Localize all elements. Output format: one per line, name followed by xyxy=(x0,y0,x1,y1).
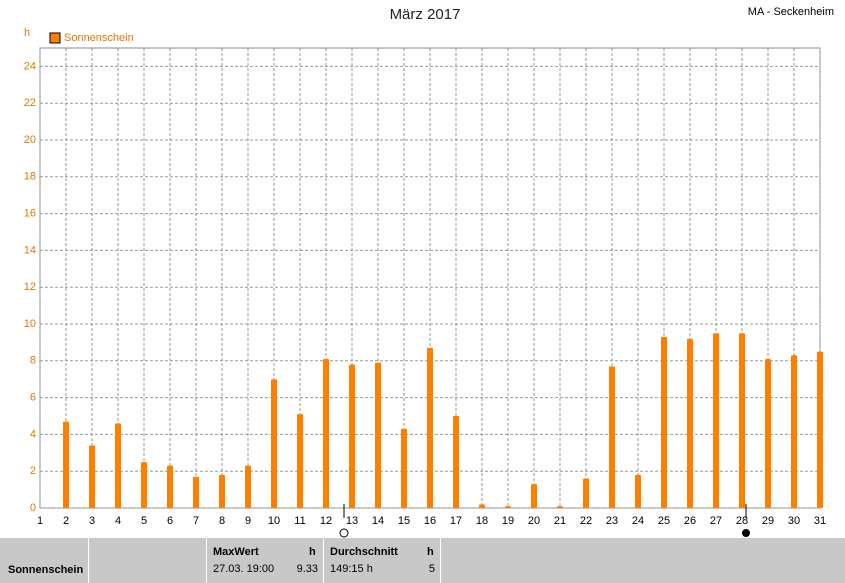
x-tick-label: 26 xyxy=(684,515,696,527)
x-tick-label: 29 xyxy=(762,515,774,527)
avg-value: 5 xyxy=(428,563,435,575)
x-tick-label: 24 xyxy=(632,515,644,527)
row-label: Sonnenschein xyxy=(8,564,84,576)
avg-total: 149:15 h xyxy=(330,563,373,575)
moon-full xyxy=(742,529,750,537)
y-tick-label: 0 xyxy=(30,502,36,514)
bar xyxy=(817,351,823,508)
bar xyxy=(141,462,147,508)
col-title: MaxWert xyxy=(213,546,259,558)
bar xyxy=(557,506,563,508)
bar xyxy=(687,338,693,508)
col-unit: h xyxy=(309,546,316,558)
cell xyxy=(206,538,324,583)
x-tick-label: 21 xyxy=(554,515,566,527)
legend-label: Sonnenschein xyxy=(64,32,134,44)
summary-table: Sonnenschein MaxWert h 27.03. 19:00 9.33… xyxy=(0,538,845,583)
x-tick-label: 10 xyxy=(268,515,280,527)
x-tick-label: 23 xyxy=(606,515,618,527)
x-tick-label: 6 xyxy=(167,515,173,527)
bar xyxy=(739,333,745,508)
bar xyxy=(765,358,771,508)
cell xyxy=(88,538,207,583)
x-tick-label: 16 xyxy=(424,515,436,527)
x-tick-label: 7 xyxy=(193,515,199,527)
y-tick-label: 2 xyxy=(30,465,36,477)
x-tick-label: 2 xyxy=(63,515,69,527)
bar xyxy=(713,333,719,508)
bar xyxy=(661,336,667,508)
bar xyxy=(89,445,95,508)
y-tick-label: 24 xyxy=(24,60,36,72)
y-tick-label: 10 xyxy=(24,318,36,330)
bar xyxy=(193,476,199,508)
cell xyxy=(440,538,845,583)
x-tick-label: 3 xyxy=(89,515,95,527)
moon-new xyxy=(339,528,349,538)
x-tick-label: 12 xyxy=(320,515,332,527)
bar xyxy=(401,428,407,508)
x-tick-label: 4 xyxy=(115,515,121,527)
legend-swatch xyxy=(49,32,61,44)
x-tick-label: 15 xyxy=(398,515,410,527)
station: MA - Seckenheim xyxy=(748,6,834,18)
max-date: 27.03. 19:00 xyxy=(213,563,275,575)
y-unit: h xyxy=(24,27,30,39)
bar xyxy=(115,423,121,508)
col-title: Durchschnitt xyxy=(330,546,398,558)
x-tick-label: 19 xyxy=(502,515,514,527)
bar xyxy=(609,366,615,508)
x-tick-label: 25 xyxy=(658,515,670,527)
bar xyxy=(531,484,537,508)
x-tick-label: 9 xyxy=(245,515,251,527)
x-tick-label: 11 xyxy=(294,515,305,527)
x-tick-label: 27 xyxy=(710,515,722,527)
cell xyxy=(323,538,441,583)
bar xyxy=(375,362,381,508)
x-tick-label: 18 xyxy=(476,515,488,527)
y-tick-label: 18 xyxy=(24,171,36,183)
y-tick-label: 8 xyxy=(30,355,36,367)
chart-title: März 2017 xyxy=(390,6,461,23)
bar xyxy=(63,421,69,508)
y-tick-label: 6 xyxy=(30,392,36,404)
bar xyxy=(479,504,485,508)
bar xyxy=(245,465,251,508)
y-tick-label: 20 xyxy=(24,134,36,146)
bar xyxy=(297,414,303,508)
bar xyxy=(583,478,589,508)
y-tick-label: 16 xyxy=(24,208,36,220)
max-value: 9.33 xyxy=(296,563,318,575)
x-tick-label: 8 xyxy=(219,515,225,527)
bar xyxy=(349,364,355,508)
x-tick-label: 22 xyxy=(580,515,592,527)
bar xyxy=(427,347,433,508)
bar xyxy=(791,355,797,508)
bar xyxy=(323,358,329,508)
y-tick-label: 4 xyxy=(30,428,36,440)
bar xyxy=(635,474,641,508)
x-tick-label: 20 xyxy=(528,515,540,527)
x-tick-label: 5 xyxy=(141,515,147,527)
chart: März 2017 MA - Seckenheim h Sonnenschein… xyxy=(24,6,834,538)
x-tick-label: 30 xyxy=(788,515,800,527)
bar xyxy=(219,474,225,508)
y-tick-label: 12 xyxy=(24,281,36,293)
x-tick-label: 28 xyxy=(736,515,748,527)
x-tick-label: 31 xyxy=(814,515,826,527)
y-tick-label: 22 xyxy=(24,97,36,109)
y-tick-label: 14 xyxy=(24,244,36,256)
bar xyxy=(453,416,459,508)
x-tick-label: 1 xyxy=(37,515,43,527)
bar xyxy=(271,379,277,508)
bar xyxy=(505,506,511,508)
x-tick-label: 17 xyxy=(450,515,462,527)
bar xyxy=(167,465,173,508)
x-tick-label: 14 xyxy=(372,515,384,527)
x-tick-label: 13 xyxy=(346,515,358,527)
col-unit: h xyxy=(427,546,434,558)
